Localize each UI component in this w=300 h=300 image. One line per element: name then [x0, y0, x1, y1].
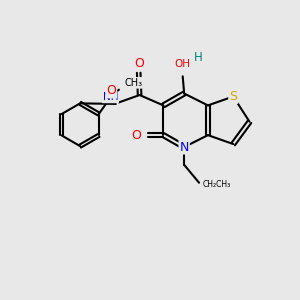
Text: O: O [134, 57, 144, 70]
Text: O: O [106, 84, 116, 98]
Text: CH₃: CH₃ [125, 78, 143, 88]
Text: S: S [229, 90, 237, 103]
Text: NH: NH [103, 92, 118, 102]
Text: N: N [179, 140, 189, 154]
Text: CH₂CH₃: CH₂CH₃ [202, 180, 230, 189]
Text: H: H [194, 51, 203, 64]
Text: OH: OH [175, 59, 191, 69]
Text: O: O [132, 129, 142, 142]
